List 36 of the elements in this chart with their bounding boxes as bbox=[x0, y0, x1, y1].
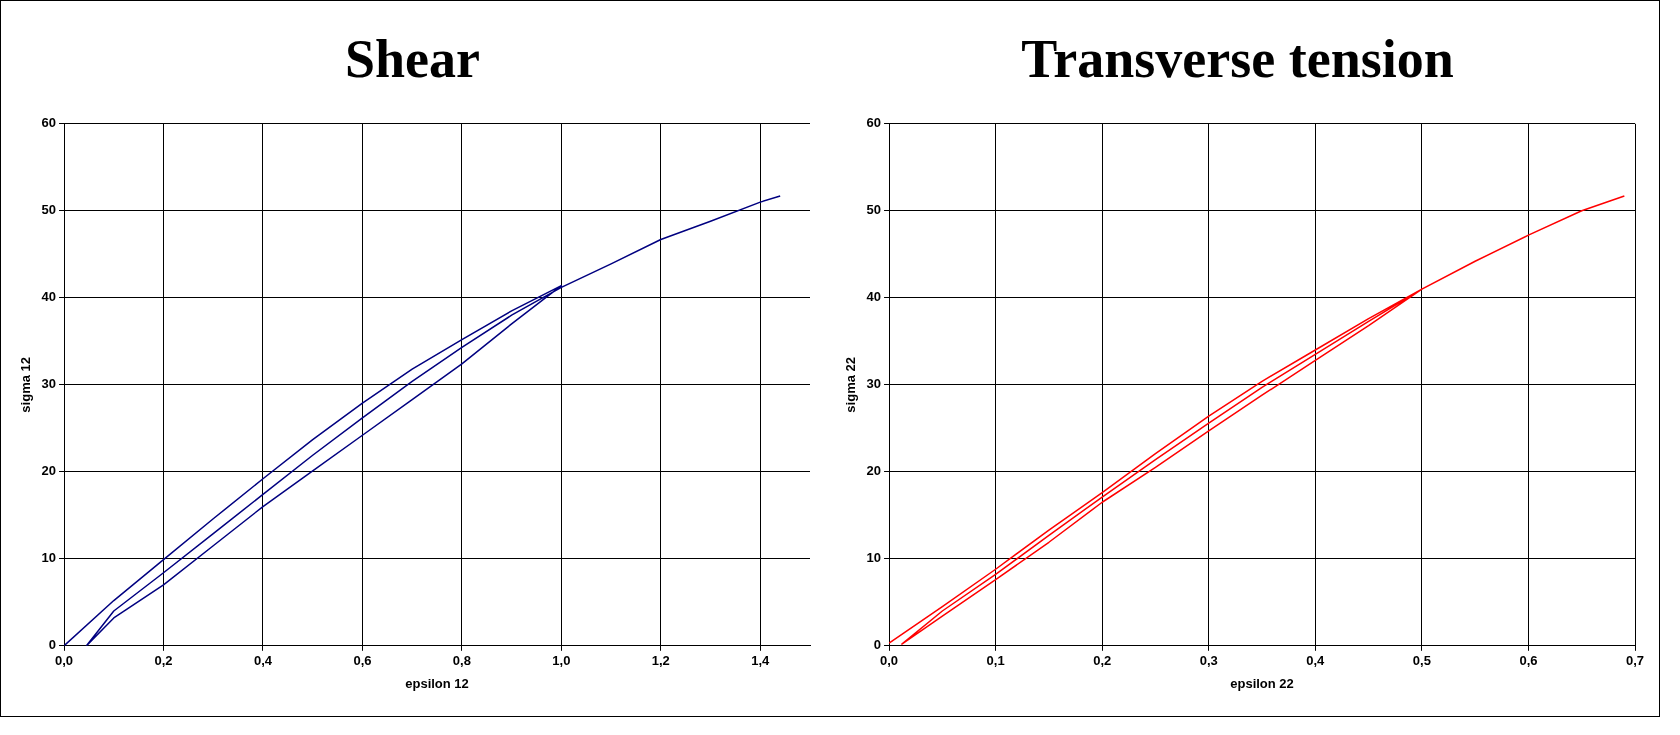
x-tick-label: 1,4 bbox=[751, 653, 771, 669]
y-tick-label: 0 bbox=[48, 637, 57, 653]
y-tick-label: 20 bbox=[41, 463, 57, 479]
x-tick-label: 0,2 bbox=[154, 653, 173, 669]
x-tick-label: 0,6 bbox=[353, 653, 372, 669]
y-tick-label: 60 bbox=[41, 115, 57, 131]
y-tick-label: 10 bbox=[866, 550, 882, 566]
chart-title: Transverse tension bbox=[1021, 29, 1454, 90]
x-tick-label: 0,2 bbox=[1093, 653, 1112, 669]
x-tick-label: 0,7 bbox=[1625, 653, 1645, 669]
y-tick-label: 0 bbox=[873, 637, 882, 653]
x-tick-label: 1,2 bbox=[651, 653, 670, 669]
y-tick-label: 30 bbox=[866, 376, 882, 392]
y-axis-title: sigma 12 bbox=[18, 356, 34, 413]
x-tick-label: 1,0 bbox=[552, 653, 571, 669]
y-tick-label: 10 bbox=[41, 550, 57, 566]
chart-title: Shear bbox=[345, 29, 480, 90]
y-tick-label: 40 bbox=[866, 289, 882, 305]
x-tick-label: 0,8 bbox=[452, 653, 471, 669]
x-axis-title: epsilon 12 bbox=[405, 675, 469, 691]
y-tick-label: 40 bbox=[41, 289, 57, 305]
x-tick-label: 0,1 bbox=[986, 653, 1005, 669]
x-tick-label: 0,3 bbox=[1199, 653, 1218, 669]
x-tick-label: 0,6 bbox=[1519, 653, 1538, 669]
y-tick-label: 50 bbox=[41, 202, 57, 218]
y-tick-label: 60 bbox=[866, 115, 882, 131]
y-tick-label: 50 bbox=[866, 202, 882, 218]
x-tick-label: 0,4 bbox=[1306, 653, 1326, 669]
x-axis-title: epsilon 22 bbox=[1230, 675, 1294, 691]
y-tick-label: 20 bbox=[866, 463, 882, 479]
x-tick-label: 0,0 bbox=[880, 653, 899, 669]
x-tick-label: 0,5 bbox=[1412, 653, 1431, 669]
y-tick-label: 30 bbox=[41, 376, 57, 392]
y-axis-title: sigma 22 bbox=[843, 356, 859, 413]
x-tick-label: 0,4 bbox=[253, 653, 273, 669]
x-tick-label: 0,0 bbox=[55, 653, 74, 669]
